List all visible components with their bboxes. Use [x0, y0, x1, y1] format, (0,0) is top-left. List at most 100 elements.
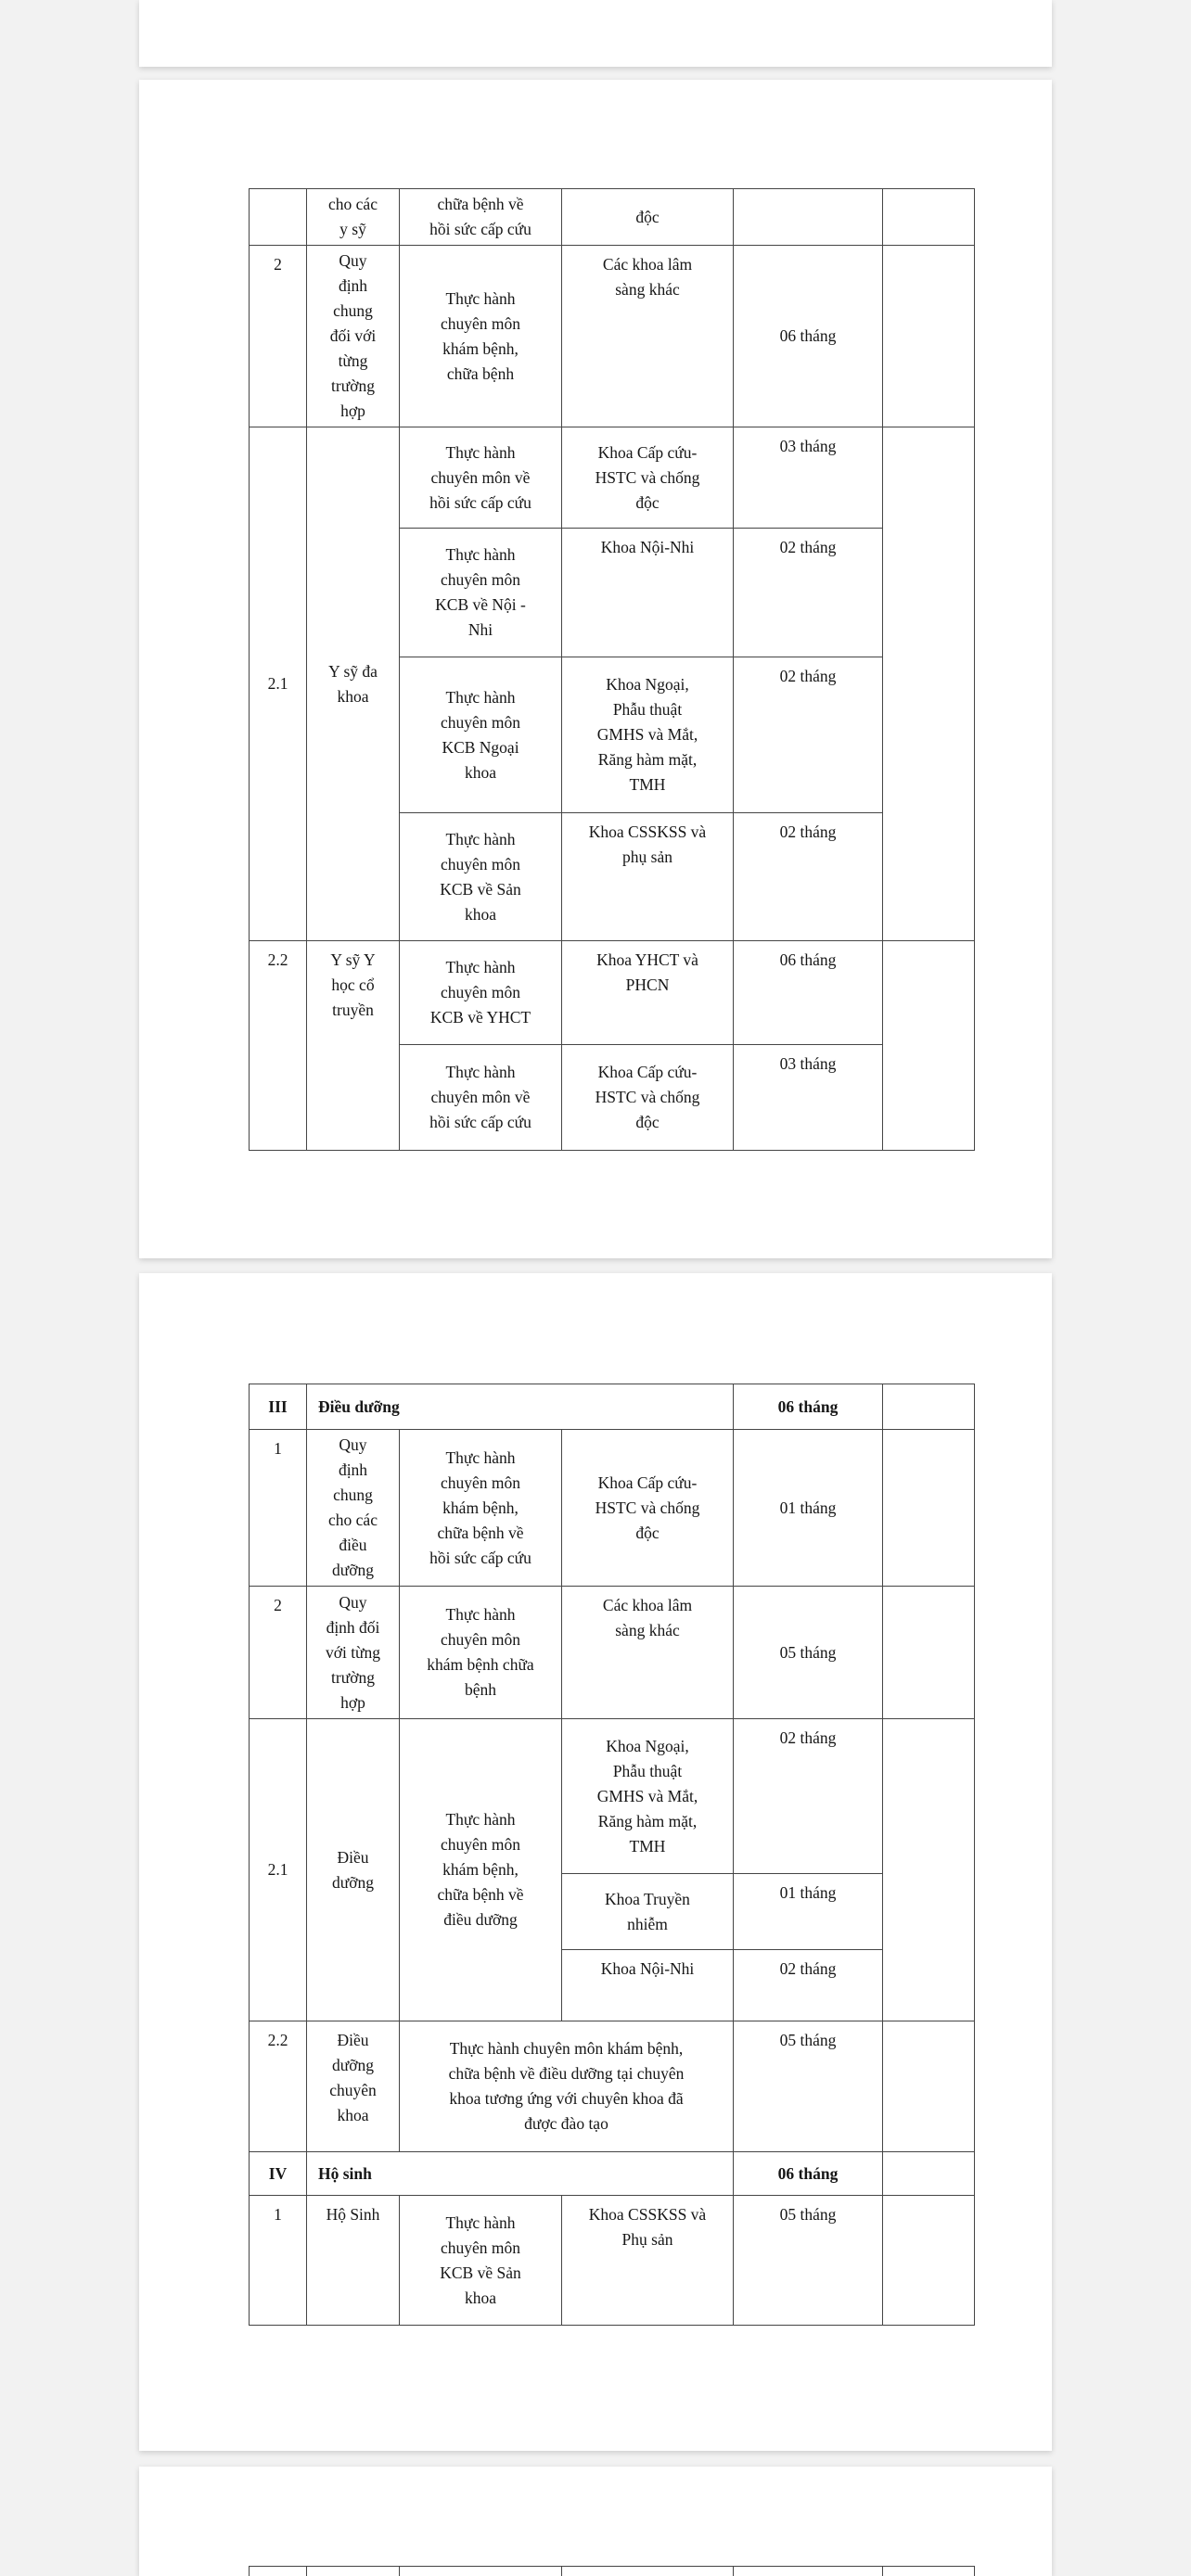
- table-row: Thực hành chuyên môn KCB về Nội - Nhi Kh…: [250, 528, 975, 657]
- cell-no: 1: [249, 2195, 307, 2326]
- cell-duration: 06 tháng: [733, 245, 883, 427]
- table-row: 1 Quy định chung cho các điều dưỡng Thực…: [249, 1429, 975, 1587]
- cell-practice: Thực hành chuyên môn về hồi sức cấp cứu: [399, 1044, 562, 1151]
- cell-department: Khoa Ngoại, Phẫu thuật GMHS và Mắt, Răng…: [561, 1718, 734, 1874]
- cell-department: Khoa CSSKSS và Phụ sản: [561, 2195, 734, 2326]
- cell-note: [882, 2566, 975, 2576]
- table-row: 2.1 Y sỹ đa khoa Thực hành chuyên môn về…: [249, 427, 975, 941]
- table-row: cho các y sỹ chữa bệnh về hồi sức cấp cứ…: [249, 188, 975, 246]
- cell-practice: Thực hành chuyên môn KCB về Sản khoa: [399, 812, 562, 941]
- cell-practice: Thực hành chuyên môn khám bệnh chữa bệnh: [399, 1586, 562, 1719]
- cell-category: Y sỹ đa khoa: [306, 427, 400, 941]
- cell-note: [882, 2195, 975, 2326]
- cell-practice: Thực hành chuyên môn KCB về YHCT: [399, 940, 562, 1045]
- cell-duration: 05 tháng: [733, 2021, 883, 2152]
- table-row: 2.2 Y sỹ Y học cổ truyền Thực hành chuyê…: [249, 940, 975, 1151]
- cell-note: [882, 2151, 975, 2196]
- cell-duration: 05 tháng: [733, 2195, 883, 2326]
- cell-department: Các khoa lâm sàng khác: [561, 1586, 734, 1719]
- cell-no: 2.2: [249, 940, 307, 1151]
- cell-section-title: Điều dưỡng: [306, 1384, 734, 1430]
- cell-note: [882, 940, 975, 1151]
- practice-table-next: [249, 2566, 975, 2576]
- cell-no: 2: [249, 245, 307, 427]
- cell-department: độc: [561, 188, 734, 246]
- cell-no: 2: [249, 1586, 307, 1719]
- cell-note: [882, 427, 975, 941]
- cell-duration: [733, 188, 883, 246]
- cell-department: Khoa Truyền nhiễm: [561, 1873, 734, 1950]
- table-row: 1 Hộ Sinh Thực hành chuyên môn KCB về Sả…: [249, 2195, 975, 2326]
- cell-department: Khoa CSSKSS và phụ sản: [561, 812, 734, 941]
- cell-category: Y sỹ Y học cổ truyền: [306, 940, 400, 1151]
- table-row: 2.2 Điều dưỡng chuyên khoa Thực hành chu…: [249, 2021, 975, 2152]
- cell-duration: 02 tháng: [733, 1949, 883, 2021]
- cell-practice: [399, 2566, 562, 2576]
- table-row: Thực hành chuyên môn KCB về Sản khoa Kho…: [250, 812, 975, 941]
- cell-practice: Thực hành chuyên môn về hồi sức cấp cứu: [399, 427, 562, 529]
- table-row: 2 Quy định chung đối với từng trường hợp…: [249, 245, 975, 427]
- table-row: 2.1 Điều dưỡng Thực hành chuyên môn khám…: [249, 1718, 975, 2021]
- table-row: 2 Quy định đối với từng trường hợp Thực …: [249, 1586, 975, 1719]
- cell-category: Quy định chung cho các điều dưỡng: [306, 1429, 400, 1587]
- section-row: III Điều dưỡng 06 tháng: [249, 1384, 975, 1430]
- cell-duration: 06 tháng: [733, 2151, 883, 2196]
- cell-duration: 03 tháng: [733, 427, 883, 529]
- cell-department: Các khoa lâm sàng khác: [561, 245, 734, 427]
- cell-category: Điều dưỡng chuyên khoa: [306, 2021, 400, 2152]
- table-row: Thực hành chuyên môn KCB Ngoại khoa Khoa…: [250, 657, 975, 813]
- cell-note: [882, 245, 975, 427]
- cell-practice: Thực hành chuyên môn KCB về Nội - Nhi: [399, 528, 562, 657]
- practice-table-page1: cho các y sỹ chữa bệnh về hồi sức cấp cứ…: [249, 188, 975, 1151]
- cell-category: Hộ Sinh: [306, 2195, 400, 2326]
- cell-no: 1: [249, 1429, 307, 1587]
- page-previous-partial: [139, 0, 1052, 67]
- cell-category: cho các y sỹ: [306, 188, 400, 246]
- cell-no: III: [249, 1384, 307, 1430]
- cell-category: Quy định chung đối với từng trường hợp: [306, 245, 400, 427]
- cell-practice: Thực hành chuyên môn KCB về Sản khoa: [399, 2195, 562, 2326]
- page-1: cho các y sỹ chữa bệnh về hồi sức cấp cứ…: [139, 80, 1052, 1258]
- cell-category: Quy định đối với từng trường hợp: [306, 1586, 400, 1719]
- cell-duration: 03 tháng: [733, 1044, 883, 1151]
- cell-duration: [733, 2566, 883, 2576]
- cell-no: [249, 2566, 307, 2576]
- cell-note: [882, 1586, 975, 1719]
- cell-duration: 01 tháng: [733, 1429, 883, 1587]
- cell-department: Khoa Nội-Nhi: [561, 528, 734, 657]
- cell-note: [882, 1718, 975, 2021]
- cell-practice: Thực hành chuyên môn KCB Ngoại khoa: [399, 657, 562, 813]
- page-2: III Điều dưỡng 06 tháng 1 Quy định chung…: [139, 1273, 1052, 2451]
- cell-no: [249, 188, 307, 246]
- cell-department: Khoa Cấp cứu- HSTC và chống độc: [561, 427, 734, 529]
- cell-note: [882, 2021, 975, 2152]
- cell-practice: Thực hành chuyên môn khám bệnh, chữa bện…: [399, 2021, 734, 2152]
- section-row: IV Hộ sinh 06 tháng: [249, 2151, 975, 2196]
- cell-practice: Thực hành chuyên môn khám bệnh, chữa bện…: [399, 245, 562, 427]
- cell-department: Khoa Cấp cứu- HSTC và chống độc: [561, 1044, 734, 1151]
- cell-duration: 01 tháng: [733, 1873, 883, 1950]
- cell-practice: Thực hành chuyên môn khám bệnh, chữa bện…: [399, 1429, 562, 1587]
- table-row: [249, 2566, 975, 2576]
- cell-no: 2.1: [249, 1718, 307, 2021]
- cell-no: IV: [249, 2151, 307, 2196]
- cell-department: [561, 2566, 734, 2576]
- cell-no: 2.1: [249, 427, 307, 941]
- cell-note: [882, 188, 975, 246]
- cell-category: Điều dưỡng: [306, 1718, 400, 2021]
- cell-note: [882, 1384, 975, 1430]
- cell-no: 2.2: [249, 2021, 307, 2152]
- cell-duration: 06 tháng: [733, 940, 883, 1045]
- cell-department: Khoa YHCT và PHCN: [561, 940, 734, 1045]
- cell-duration: 02 tháng: [733, 528, 883, 657]
- cell-duration: 05 tháng: [733, 1586, 883, 1719]
- table-row: Thực hành chuyên môn về hồi sức cấp cứu …: [250, 1044, 975, 1151]
- cell-duration: 06 tháng: [733, 1384, 883, 1430]
- table-row: Khoa Nội-Nhi 02 tháng: [250, 1949, 975, 2021]
- cell-practice: chữa bệnh về hồi sức cấp cứu: [399, 188, 562, 246]
- cell-section-title: Hộ sinh: [306, 2151, 734, 2196]
- practice-table-page2: III Điều dưỡng 06 tháng 1 Quy định chung…: [249, 1384, 975, 2326]
- cell-category: [306, 2566, 400, 2576]
- cell-department: Khoa Nội-Nhi: [561, 1949, 734, 2021]
